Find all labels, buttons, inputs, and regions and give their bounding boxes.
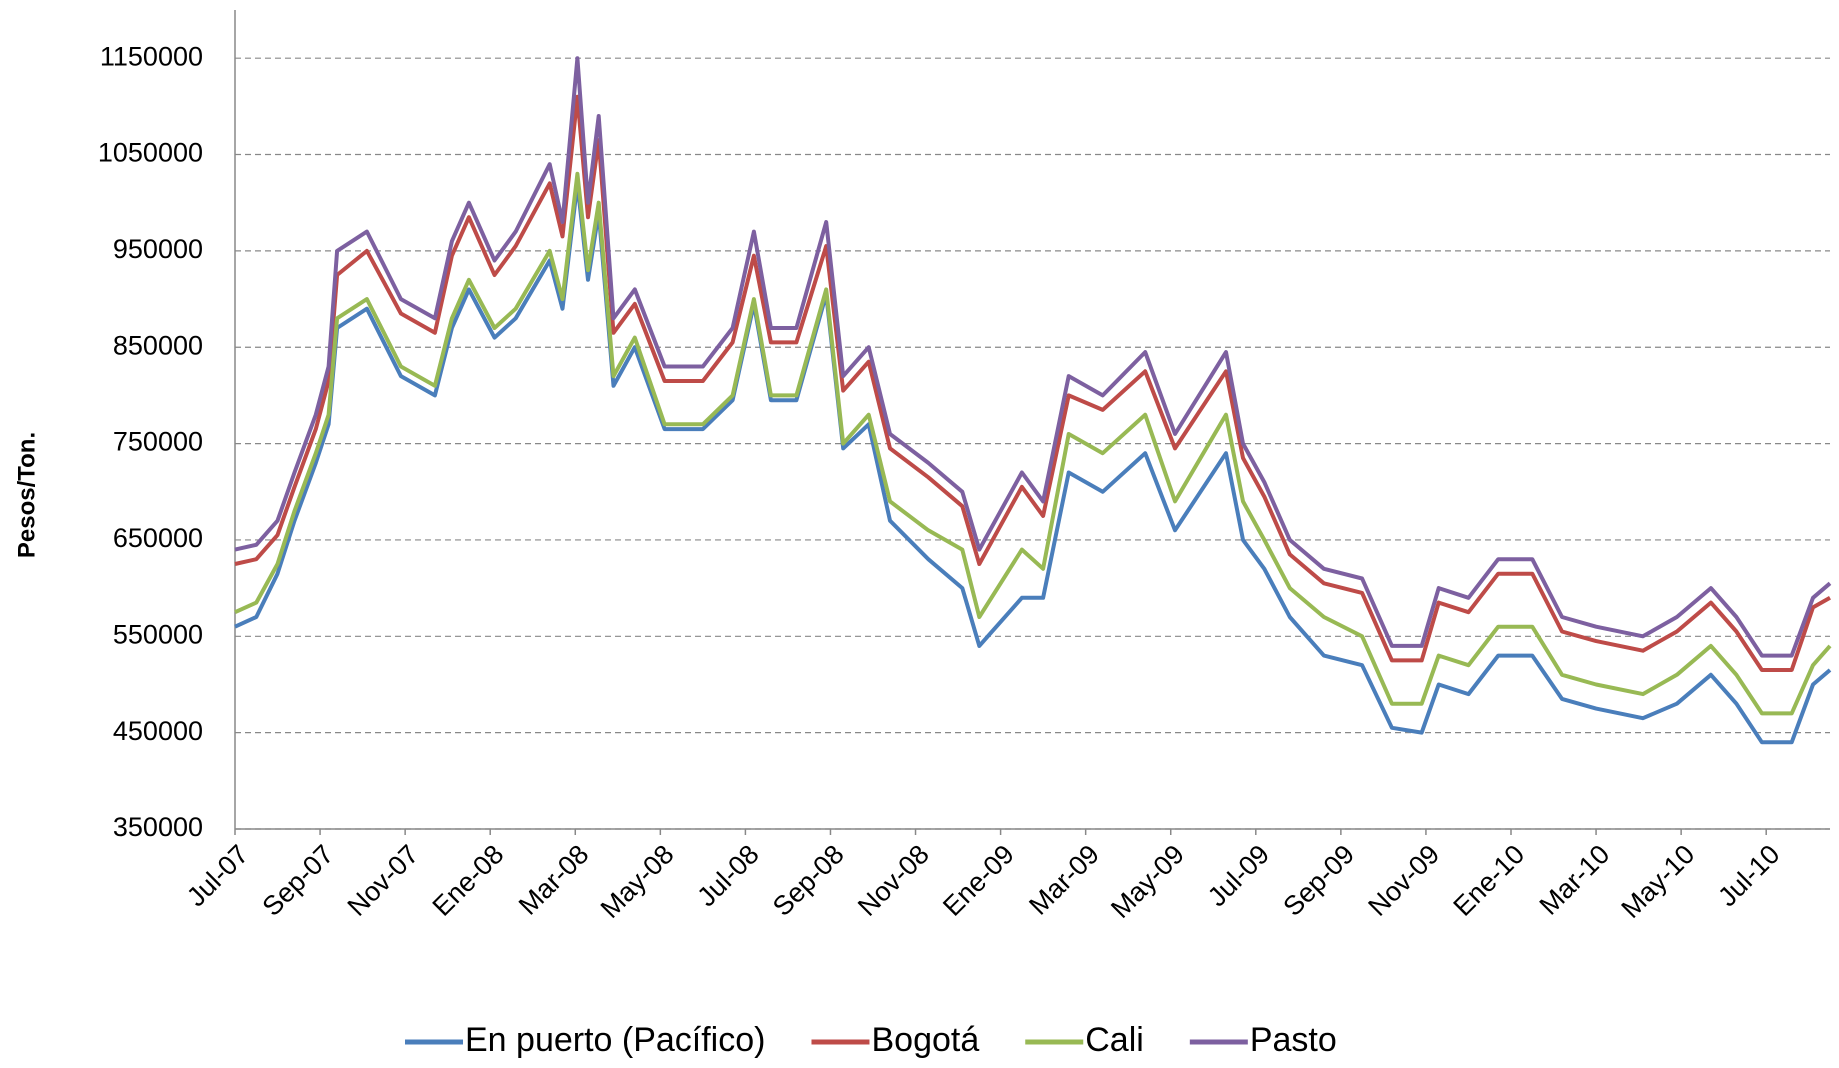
x-tick-label: Ene-09 bbox=[937, 839, 1020, 922]
y-tick-label: 450000 bbox=[113, 716, 203, 746]
legend-text: Pasto bbox=[1250, 1021, 1337, 1059]
x-tick-label: Jul-08 bbox=[691, 839, 764, 912]
x-tick-label: Nov-07 bbox=[342, 839, 425, 922]
x-tick-label: May-08 bbox=[595, 839, 680, 924]
series-line bbox=[234, 171, 1832, 716]
legend-text: Cali bbox=[1085, 1021, 1144, 1059]
legend-text: Bogotá bbox=[871, 1021, 979, 1059]
x-tick-label: Ene-10 bbox=[1447, 839, 1530, 922]
y-tick-label: 850000 bbox=[113, 330, 203, 360]
x-tick-label: Sep-07 bbox=[257, 839, 340, 922]
y-tick-label: 550000 bbox=[113, 619, 203, 649]
series-line bbox=[234, 181, 1832, 745]
series-line bbox=[234, 56, 1832, 658]
y-tick-label: 750000 bbox=[113, 427, 203, 457]
y-axis-label: Pesos/Ton. bbox=[13, 432, 40, 558]
x-tick-label: Jul-10 bbox=[1712, 839, 1785, 912]
x-tick-label: Nov-08 bbox=[852, 839, 935, 922]
x-tick-label: Mar-08 bbox=[513, 839, 595, 921]
legend-text: En puerto (Pacífico) bbox=[465, 1021, 765, 1059]
x-tick-label: Jul-07 bbox=[181, 839, 254, 912]
x-tick-label: May-10 bbox=[1616, 839, 1701, 924]
x-tick-label: Jul-09 bbox=[1202, 839, 1275, 912]
series-line bbox=[234, 94, 1831, 672]
x-tick-label: Mar-09 bbox=[1023, 839, 1105, 921]
x-tick-label: Mar-10 bbox=[1534, 839, 1616, 921]
y-tick-label: 950000 bbox=[113, 234, 203, 264]
x-tick-label: Nov-09 bbox=[1362, 839, 1445, 922]
y-tick-label: 350000 bbox=[113, 812, 203, 842]
y-tick-label: 1150000 bbox=[100, 41, 203, 71]
x-tick-label: May-09 bbox=[1105, 839, 1190, 924]
y-tick-label: 650000 bbox=[113, 523, 203, 553]
y-tick-label: 1050000 bbox=[98, 138, 203, 168]
x-tick-label: Sep-08 bbox=[767, 839, 850, 922]
x-tick-label: Sep-09 bbox=[1277, 839, 1360, 922]
x-tick-label: Ene-08 bbox=[427, 839, 510, 922]
